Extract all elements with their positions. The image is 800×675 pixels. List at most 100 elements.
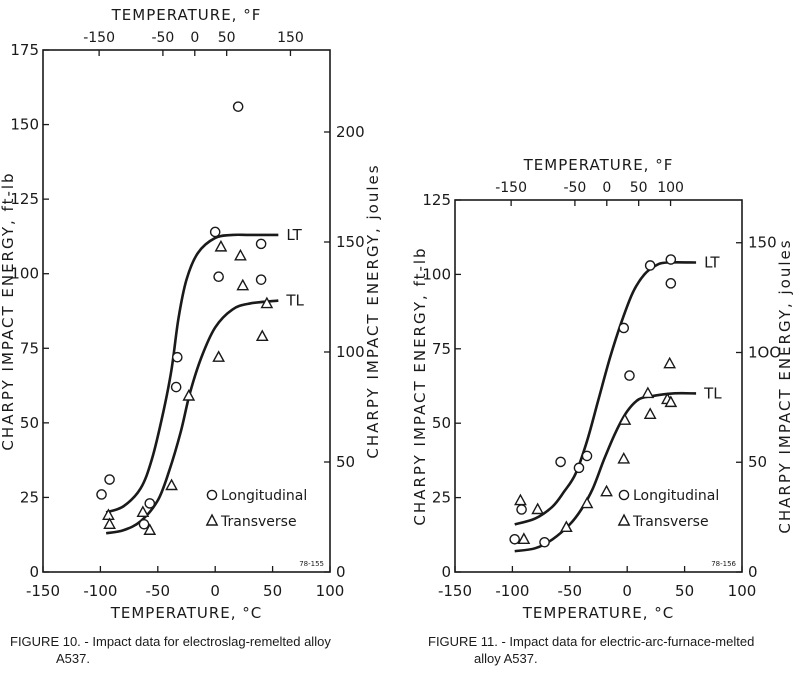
point-transverse	[617, 451, 631, 464]
figure-10-label: FIGURE 10. -	[10, 634, 89, 649]
plot-frame	[42, 49, 331, 573]
point-longitudinal	[144, 498, 156, 509]
x-tick-label: 50	[263, 582, 282, 600]
point-longitudinal	[172, 351, 183, 363]
point-longitudinal	[209, 226, 221, 238]
legend-triangle-marker	[617, 513, 631, 526]
figure-11-caption: FIGURE 11. - Impact data for electric-ar…	[428, 633, 800, 667]
x-axis-title: TEMPERATURE, °C	[522, 604, 675, 622]
legend-transverse: Transverse	[220, 514, 297, 530]
x-tick-label: 50	[675, 582, 694, 600]
point-longitudinal	[104, 474, 115, 485]
point-transverse	[664, 395, 678, 408]
y2-tick-label: 50	[336, 453, 355, 471]
figure-10-caption-line2: A537.	[56, 651, 90, 666]
x2-tick-label: -150	[83, 30, 115, 46]
y2-axis-title: CHARPY IMPACT ENERGY, joules	[776, 238, 794, 533]
y2-tick-label: 1ОО	[748, 343, 781, 361]
x2-tick-label: -50	[563, 180, 586, 196]
point-transverse	[618, 413, 632, 425]
point-longitudinal	[624, 370, 635, 381]
point-longitudinal	[555, 456, 566, 468]
point-longitudinal	[255, 238, 267, 250]
legend-transverse: Transverse	[632, 514, 709, 530]
legend-longitudinal: Longitudinal	[633, 488, 719, 504]
point-longitudinal	[618, 322, 630, 334]
x-tick-label: -100	[83, 582, 117, 600]
y-tick-label: 175	[10, 41, 39, 59]
curve-label-lt: LT	[286, 226, 302, 244]
point-transverse	[212, 350, 226, 362]
point-transverse	[165, 478, 178, 491]
figure-11-label: FIGURE 11. -	[428, 634, 506, 649]
curve-label-tl: TL	[285, 292, 304, 310]
y-tick-label: 125	[10, 190, 39, 208]
point-transverse	[641, 386, 655, 399]
y-tick-label: 75	[432, 340, 451, 358]
chart-1: -150 -100 -50 0 50 100-150 -50 0 50 1000255075100…	[411, 156, 794, 622]
y2-tick-label: 50	[748, 453, 767, 471]
legend-circle-marker	[206, 489, 218, 501]
y2-tick-label: 0	[748, 563, 758, 581]
x-tick-label: -150	[26, 582, 60, 600]
point-longitudinal	[255, 274, 267, 285]
y2-tick-label: 100	[336, 343, 365, 361]
y2-axis-title: CHARPY IMPACT ENERGY, joules	[364, 163, 382, 458]
x-tick-label: -150	[438, 582, 472, 600]
figure-10-caption: FIGURE 10. - Impact data for electroslag…	[10, 633, 390, 667]
point-transverse	[182, 389, 196, 401]
x2-tick-label: 0	[602, 180, 611, 196]
legend-triangle-marker	[205, 513, 219, 526]
x2-tick-label: 150	[277, 30, 304, 46]
legend-longitudinal: Longitudinal	[221, 488, 307, 504]
y-tick-label: 50	[20, 414, 39, 432]
point-longitudinal	[213, 271, 224, 282]
figure-stamp: 78-155	[299, 560, 324, 568]
fit-curve-lt	[105, 233, 279, 514]
legend-circle-marker	[618, 489, 630, 501]
x-tick-label: 0	[622, 582, 632, 600]
x-axis-title: TEMPERATURE, °C	[110, 604, 263, 622]
point-transverse	[559, 520, 573, 533]
point-longitudinal	[232, 101, 244, 112]
point-longitudinal	[665, 254, 677, 265]
x2-tick-label: 50	[630, 180, 648, 196]
point-transverse	[255, 329, 269, 342]
x2-tick-label: -150	[495, 180, 527, 196]
point-transverse	[214, 239, 228, 252]
point-longitudinal	[170, 381, 182, 393]
point-transverse	[643, 407, 657, 419]
point-transverse	[260, 296, 274, 309]
x-tick-label: -50	[146, 582, 171, 600]
chart-0: -150 -100 -50 0 50 100 -150 -50 0 50 150 0 25 50 75 100…	[0, 6, 382, 622]
curve-label-tl: TL	[703, 384, 722, 402]
x-tick-label: 100	[316, 582, 345, 600]
figure-stamp: 78-156	[711, 560, 736, 568]
x2-tick-label: -50	[151, 30, 174, 46]
point-longitudinal	[644, 260, 656, 271]
y-tick-label: 150	[10, 116, 39, 134]
point-transverse	[102, 508, 115, 521]
point-transverse	[236, 278, 250, 291]
y-tick-label: 0	[29, 563, 39, 581]
y-axis-title: CHARPY IMPACT ENERGY, ft-lb	[0, 171, 17, 450]
y-tick-label: 75	[20, 339, 39, 357]
x2-axis-title: TEMPERATURE, °F	[111, 6, 262, 24]
point-transverse	[531, 502, 545, 515]
x2-tick-label: 0	[190, 30, 199, 46]
point-transverse	[136, 505, 150, 518]
plot-frame	[454, 199, 743, 573]
point-transverse	[143, 523, 157, 535]
point-longitudinal	[96, 489, 107, 500]
x2-tick-label: 50	[218, 30, 236, 46]
y2-tick-label: 150	[336, 233, 365, 251]
y-tick-label: 0	[441, 563, 451, 581]
point-longitudinal	[516, 504, 527, 515]
figure-11-caption-line1: Impact data for electric-arc-furnace-mel…	[509, 634, 755, 649]
point-longitudinal	[573, 462, 585, 474]
y-tick-label: 100	[10, 265, 39, 283]
y-tick-label: 25	[20, 488, 39, 506]
curve-label-lt: LT	[704, 253, 720, 271]
y-tick-label: 50	[432, 414, 451, 432]
